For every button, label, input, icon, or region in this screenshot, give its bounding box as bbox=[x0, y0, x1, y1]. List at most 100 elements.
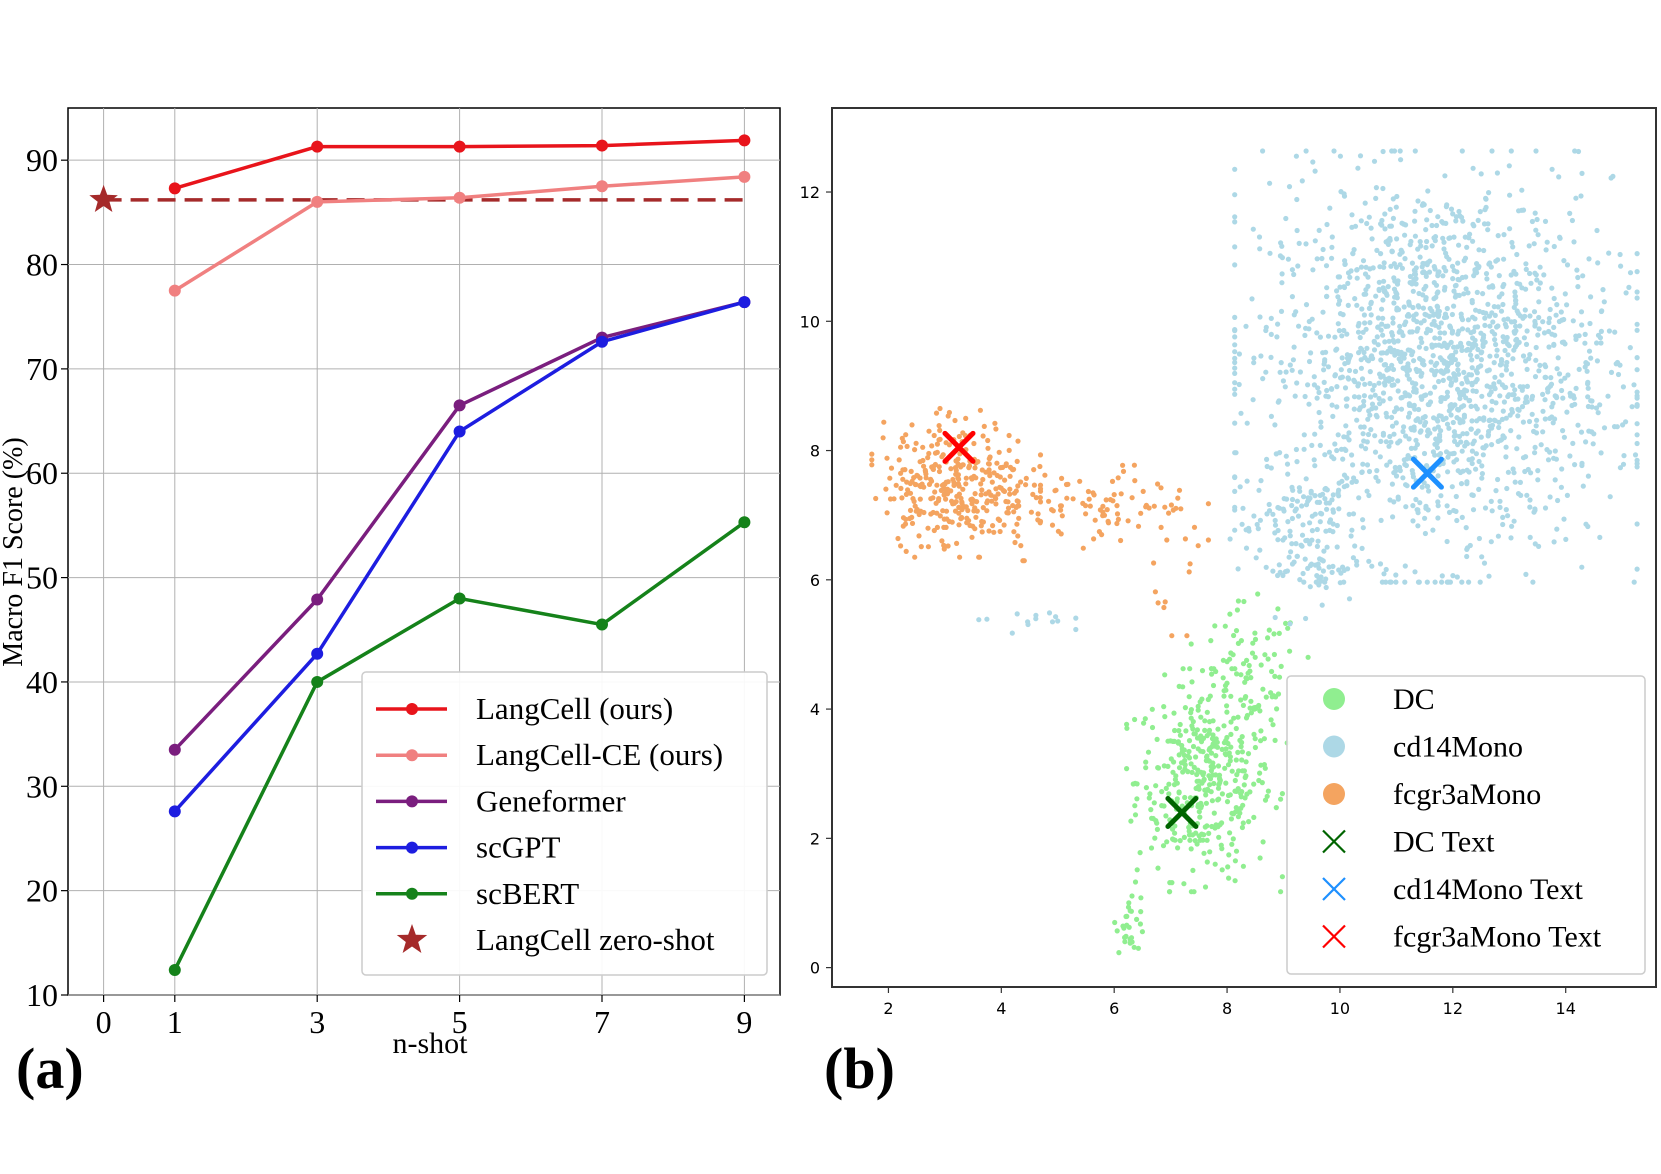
point-cd14mono bbox=[1337, 580, 1343, 586]
point-cd14mono bbox=[1316, 565, 1322, 571]
point-cd14mono bbox=[1402, 256, 1408, 262]
point-cd14mono bbox=[1402, 579, 1408, 585]
point-cd14mono bbox=[1510, 466, 1516, 472]
point-cd14mono bbox=[1330, 492, 1336, 498]
point-fcgr3amono bbox=[913, 440, 919, 446]
point-fcgr3amono bbox=[980, 476, 986, 483]
point-cd14mono bbox=[1448, 412, 1454, 418]
point-cd14mono bbox=[1496, 273, 1502, 279]
point-cd14mono bbox=[1580, 273, 1586, 279]
point-cd14mono bbox=[1303, 615, 1309, 622]
point-cd14mono bbox=[1589, 398, 1595, 404]
point-cd14mono bbox=[1497, 504, 1503, 510]
point-cd14mono bbox=[1374, 414, 1380, 420]
point-fcgr3amono bbox=[1057, 503, 1064, 509]
point-cd14mono bbox=[1350, 511, 1357, 517]
point-fcgr3amono bbox=[959, 500, 965, 506]
point-fcgr3amono bbox=[980, 505, 986, 511]
point-dc bbox=[1275, 691, 1282, 697]
point-fcgr3amono bbox=[1020, 558, 1026, 564]
point-cd14mono bbox=[1366, 468, 1373, 475]
point-cd14mono bbox=[1232, 244, 1238, 250]
point-fcgr3amono bbox=[1049, 522, 1056, 528]
point-cd14mono bbox=[1463, 286, 1469, 292]
point-cd14mono bbox=[1500, 334, 1506, 340]
point-cd14mono bbox=[1423, 330, 1429, 336]
point-dc bbox=[1143, 785, 1149, 791]
point-cd14mono bbox=[1379, 579, 1385, 585]
point-dc bbox=[1240, 820, 1246, 826]
point-cd14mono bbox=[1421, 450, 1428, 457]
point-dc bbox=[1145, 749, 1152, 755]
point-cd14mono bbox=[1418, 335, 1424, 341]
point-cd14mono bbox=[1489, 329, 1495, 335]
point-cd14mono bbox=[1434, 222, 1440, 229]
point-scbert-3 bbox=[311, 675, 324, 688]
point-cd14mono bbox=[1460, 468, 1466, 474]
point-cd14mono bbox=[1362, 200, 1368, 206]
point-cd14mono bbox=[1415, 579, 1422, 585]
point-fcgr3amono bbox=[1105, 518, 1111, 525]
point-cd14mono bbox=[1349, 527, 1355, 533]
point-cd14mono bbox=[1275, 537, 1281, 543]
point-cd14mono bbox=[1477, 579, 1483, 585]
point-fcgr3amono bbox=[1151, 560, 1157, 566]
point-cd14mono bbox=[1554, 526, 1560, 532]
point-cd14mono bbox=[1330, 529, 1336, 535]
point-cd14mono bbox=[1342, 361, 1348, 367]
point-cd14mono bbox=[1368, 427, 1374, 433]
point-cd14mono bbox=[1435, 304, 1441, 310]
point-cd14mono bbox=[1380, 185, 1386, 192]
point-fcgr3amono bbox=[979, 487, 985, 493]
point-dc bbox=[1211, 780, 1217, 787]
point-cd14mono bbox=[1324, 285, 1330, 291]
point-cd14mono bbox=[1444, 344, 1450, 351]
point-dc bbox=[1220, 675, 1226, 681]
point-cd14mono bbox=[1533, 423, 1539, 429]
point-cd14mono bbox=[1478, 434, 1484, 440]
point-cd14mono bbox=[1503, 444, 1509, 450]
point-cd14mono bbox=[1455, 406, 1461, 412]
point-cd14mono bbox=[1453, 349, 1459, 355]
point-cd14mono bbox=[1481, 417, 1487, 423]
point-cd14mono bbox=[1319, 602, 1325, 608]
point-dc bbox=[1128, 818, 1134, 824]
point-cd14mono bbox=[1364, 462, 1371, 468]
point-cd14mono bbox=[1455, 260, 1461, 266]
point-cd14mono bbox=[1512, 319, 1518, 325]
point-cd14mono bbox=[1514, 251, 1520, 258]
point-cd14mono bbox=[1503, 384, 1509, 390]
point-cd14mono bbox=[1369, 236, 1375, 242]
point-cd14mono bbox=[1324, 221, 1330, 228]
point-cd14mono bbox=[1535, 332, 1541, 338]
point-cd14mono bbox=[1413, 437, 1419, 443]
point-cd14mono bbox=[1483, 204, 1489, 210]
point-cd14mono bbox=[1594, 340, 1600, 346]
point-cd14mono bbox=[1402, 232, 1408, 238]
point-dc bbox=[1155, 865, 1161, 871]
point-cd14mono bbox=[1470, 441, 1476, 447]
point-cd14mono bbox=[1542, 218, 1549, 224]
point-dc bbox=[1153, 783, 1159, 789]
point-cd14mono bbox=[1297, 488, 1303, 494]
point-cd14mono bbox=[1476, 458, 1482, 465]
point-cd14mono bbox=[1341, 434, 1347, 440]
point-cd14mono bbox=[1451, 371, 1457, 377]
point-dc bbox=[1149, 724, 1156, 731]
point-cd14mono bbox=[1325, 364, 1331, 370]
point-langcell-ce-ours-7 bbox=[596, 180, 608, 193]
point-cd14mono bbox=[1450, 352, 1456, 359]
point-cd14mono bbox=[1503, 415, 1509, 421]
point-fcgr3amono bbox=[1086, 496, 1092, 502]
point-cd14mono bbox=[1549, 166, 1555, 172]
point-cd14mono bbox=[1608, 175, 1614, 181]
point-fcgr3amono bbox=[1015, 483, 1021, 489]
point-dc bbox=[1114, 928, 1120, 934]
point-cd14mono bbox=[1275, 504, 1281, 511]
point-fcgr3amono bbox=[1135, 523, 1142, 529]
marker-stroke-2 bbox=[1410, 456, 1444, 490]
point-cd14mono bbox=[1382, 211, 1388, 217]
x-tick-label-1: 1 bbox=[167, 1004, 183, 1040]
point-cd14mono bbox=[1561, 516, 1567, 522]
